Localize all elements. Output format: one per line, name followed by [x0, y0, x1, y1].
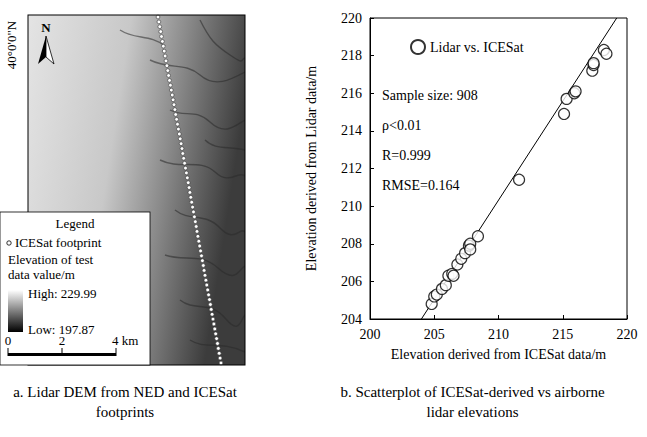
svg-text:212: 212 [341, 161, 362, 176]
svg-text:220: 220 [617, 327, 638, 342]
svg-text:data value/m: data value/m [8, 267, 75, 282]
svg-text:214: 214 [341, 123, 362, 138]
svg-text:High: 229.99: High: 229.99 [28, 286, 97, 301]
svg-text:208: 208 [341, 236, 362, 251]
svg-text:4 km: 4 km [112, 333, 138, 348]
svg-text:0: 0 [5, 333, 12, 348]
svg-text:218: 218 [341, 48, 362, 63]
svg-text:210: 210 [341, 199, 362, 214]
svg-text:N: N [41, 20, 51, 35]
svg-text:Elevation derived from ICESat: Elevation derived from ICESat data/m [391, 347, 606, 362]
svg-text:215: 215 [552, 327, 573, 342]
svg-text:Lidar vs. ICESat: Lidar vs. ICESat [430, 40, 524, 55]
svg-text:Low: 197.87: Low: 197.87 [28, 322, 95, 337]
html-text:b. Scatterplot of ICESat-deriv: b. Scatterplot of ICESat-derived vs airb… [340, 384, 605, 420]
svg-text:210: 210 [488, 327, 509, 342]
svg-text:ρ<0.01: ρ<0.01 [382, 118, 421, 133]
html-text:a. Lidar DEM from NED and ICES: a. Lidar DEM from NED and ICESat footpri… [13, 384, 237, 420]
svg-text:206: 206 [341, 274, 362, 289]
svg-text:Elevation derived from Lidar d: Elevation derived from Lidar data/m [304, 66, 319, 271]
svg-text:220: 220 [341, 11, 362, 26]
svg-text:2: 2 [59, 333, 66, 348]
svg-text:Sample size: 908: Sample size: 908 [382, 88, 478, 103]
svg-text:40°0'0"N: 40°0'0"N [4, 20, 19, 69]
svg-text:Elevation of test: Elevation of test [8, 252, 94, 267]
svg-text:200: 200 [360, 327, 381, 342]
svg-text:205: 205 [424, 327, 445, 342]
svg-text:R=0.999: R=0.999 [382, 148, 431, 163]
svg-text:RMSE=0.164: RMSE=0.164 [382, 178, 460, 193]
svg-text:204: 204 [341, 312, 362, 327]
svg-text:Legend: Legend [56, 216, 95, 231]
svg-text:216: 216 [341, 86, 362, 101]
svg-text:ICESat footprint: ICESat footprint [15, 235, 102, 250]
